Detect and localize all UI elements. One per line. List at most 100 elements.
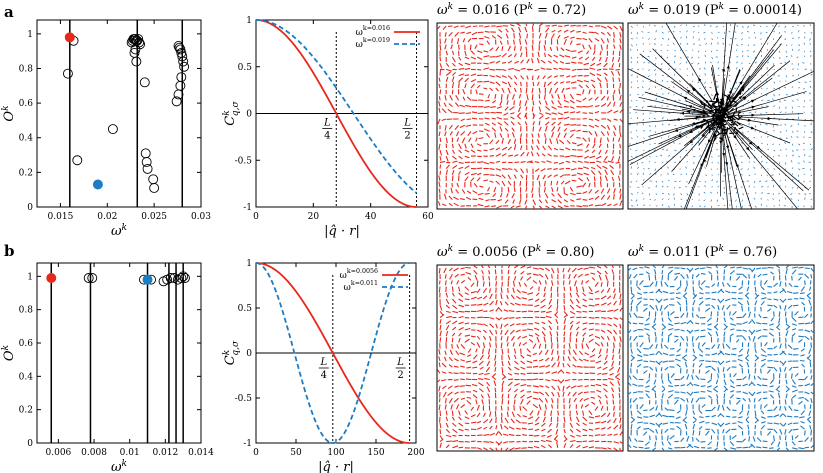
series-line (255, 19, 417, 208)
x-tick-label: 0.01 (120, 448, 140, 458)
x-axis-label: ωk (111, 459, 127, 473)
x-tick-label: 40 (365, 212, 377, 222)
data-point-highlighted (46, 273, 57, 283)
x-axis-label: ωk (111, 223, 127, 239)
marker-label-denominator: 4 (321, 370, 327, 381)
field-panel-b1: ωk = 0.0056 (Pk = 0.80) (436, 244, 624, 452)
y-tick-label: -0.5 (235, 394, 253, 404)
y-axis-label-group: Ckq,σ (222, 101, 241, 126)
data-point-open (62, 68, 73, 79)
velocity-field (437, 265, 623, 451)
data-point-open (148, 174, 159, 185)
field-panel-a1: ωk = 0.016 (Pk = 0.72) (436, 2, 624, 210)
velocity-arrows (628, 265, 814, 451)
legend-label: ωk=0.011 (344, 280, 378, 293)
field-panel-b2: ωk = 0.011 (Pk = 0.76) (627, 244, 815, 452)
y-tick-label: 0.4 (19, 372, 34, 382)
x-axis-label: |q̂ · r| (324, 224, 360, 239)
series-line (255, 19, 418, 194)
x-tick-label: 50 (290, 448, 302, 458)
x-tick-label: 0 (253, 448, 259, 458)
plot-frame (36, 19, 202, 208)
data-point-open (149, 183, 160, 193)
velocity-field (437, 23, 623, 209)
marker-label-numerator: L (403, 118, 411, 129)
correlation-chart-a: 0 20 40 60 -1 -0.5 0 0.5 1 |q̂ · r| Ckq,σ L 4 L 2 ωk=0.… (222, 16, 434, 239)
data-point-open (142, 163, 153, 174)
x-tick-label: 60 (422, 212, 434, 222)
y-tick-label: 0 (27, 439, 33, 449)
panel-b-label: b (4, 242, 15, 260)
data-point-highlighted (142, 274, 153, 285)
field-panel-title: ωk = 0.011 (Pk = 0.76) (628, 244, 777, 260)
marker-label-denominator: 2 (404, 131, 410, 142)
x-tick-label: 0 (253, 212, 259, 222)
velocity-field (628, 265, 814, 451)
y-tick-label: -1 (243, 439, 252, 449)
data-point-open (141, 157, 152, 167)
x-tick-label: 0.03 (191, 212, 211, 222)
panel-a-label: a (4, 3, 14, 21)
series-line (255, 262, 410, 444)
velocity-arrows (629, 23, 813, 208)
y-tick-label: 1 (246, 259, 252, 269)
overlap-chart-b: 0.006 0.008 0.01 0.012 0.014 0 0.2 0.4 0.6 0.8 1 ωk… (1, 262, 214, 473)
data-point-open (140, 148, 151, 159)
y-tick-label: 0.5 (238, 63, 253, 73)
velocity-arrows (437, 23, 623, 209)
data-point-open (176, 72, 187, 83)
x-tick-label: 20 (308, 212, 320, 222)
field-frame (436, 22, 624, 210)
overlap-chart-a: 0.015 0.02 0.025 0.03 0 0.2 0.4 0.6 0.8 1 ωk Ok (1, 19, 211, 239)
data-point-open (133, 34, 144, 44)
localized-core (695, 93, 744, 142)
data-point-open (180, 273, 190, 283)
data-point-open (173, 89, 184, 100)
data-point-open (171, 96, 182, 107)
data-point-open (178, 56, 189, 67)
y-axis-label: Ckq,σ (222, 340, 241, 365)
y-axis-label: Ok (1, 345, 17, 361)
y-tick-label: -0.5 (235, 156, 253, 166)
field-panel-a2: ωk = 0.019 (Pk = 0.00014) (627, 2, 815, 210)
x-tick-label: 0.015 (48, 212, 74, 222)
legend-label: ωk=0.016 (356, 25, 390, 38)
y-axis-label-group: Ckq,σ (222, 340, 241, 365)
y-tick-label: 1 (246, 16, 252, 26)
x-tick-label: 200 (407, 448, 424, 458)
field-frame (436, 264, 624, 452)
series-line (255, 262, 410, 444)
field-frame (627, 264, 815, 452)
y-tick-label: 0.8 (19, 306, 34, 316)
marker-label-denominator: 4 (324, 131, 330, 142)
data-point-open (178, 271, 189, 282)
y-tick-label: 0 (246, 110, 252, 120)
data-point-open (139, 77, 150, 88)
data-point-open (131, 56, 142, 67)
y-axis-label-group: Ok (1, 345, 17, 361)
y-tick-label: 0.2 (19, 406, 33, 416)
x-axis-label: |q̂ · r| (318, 460, 354, 473)
data-point-open (87, 273, 98, 283)
y-tick-label: 0 (246, 349, 252, 359)
y-tick-label: 0.2 (19, 168, 33, 178)
field-panel-title: ωk = 0.0056 (Pk = 0.80) (437, 244, 594, 260)
y-tick-label: 1 (27, 272, 33, 282)
plot-frame (36, 262, 202, 444)
data-point-open (72, 155, 83, 166)
x-tick-label: 0.006 (46, 448, 72, 458)
y-tick-label: -1 (243, 203, 252, 213)
data-point-open (179, 61, 190, 72)
data-point-open (83, 273, 94, 283)
data-point-open (177, 51, 188, 62)
data-point-open (107, 124, 118, 135)
x-tick-label: 150 (367, 448, 384, 458)
correlation-chart-b: 0 50 100 150 200 -1 -0.5 0 0.5 1 |q̂ · r| Ckq,σ L 4 L 2… (222, 259, 425, 473)
y-tick-label: 0.8 (19, 64, 34, 74)
field-panel-title: ωk = 0.019 (Pk = 0.00014) (628, 2, 802, 18)
field-panel-title: ωk = 0.016 (Pk = 0.72) (437, 2, 586, 18)
data-point-highlighted (92, 179, 103, 190)
data-point-open (174, 42, 185, 53)
marker-label-numerator: L (319, 357, 327, 368)
